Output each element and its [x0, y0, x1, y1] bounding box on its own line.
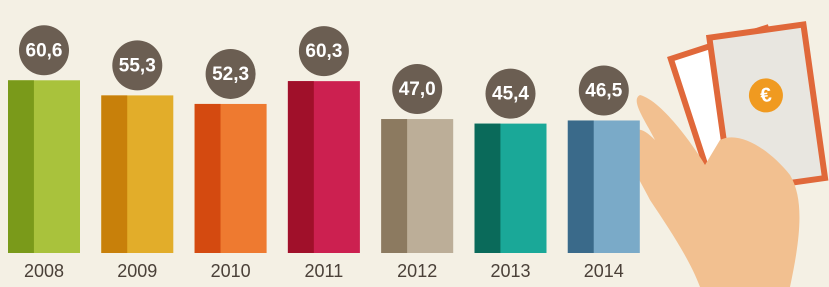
bar-shade [475, 124, 501, 253]
x-tick-label: 2013 [490, 261, 530, 281]
chart: € 60,6200855,3200952,3201060,3201147,020… [0, 0, 829, 287]
page: € 60,6200855,3200952,3201060,3201147,020… [0, 0, 829, 287]
x-tick-label: 2008 [24, 261, 64, 281]
x-tick-label: 2009 [117, 261, 157, 281]
bar-shade [568, 120, 594, 253]
bar-shade [195, 104, 221, 253]
x-tick-label: 2014 [584, 261, 624, 281]
x-tick-label: 2012 [397, 261, 437, 281]
value-label: 60,3 [305, 41, 342, 62]
x-tick-label: 2010 [211, 261, 251, 281]
value-label: 46,5 [585, 80, 622, 101]
bar-shade [381, 119, 407, 253]
bar-shade [8, 80, 34, 253]
value-label: 52,3 [212, 64, 249, 85]
value-label: 47,0 [399, 79, 436, 100]
value-label: 55,3 [119, 55, 156, 76]
value-label: 45,4 [492, 84, 529, 105]
value-label: 60,6 [26, 40, 63, 61]
bar-shade [288, 81, 314, 253]
x-tick-label: 2011 [305, 261, 344, 281]
bar-shade [101, 95, 127, 253]
